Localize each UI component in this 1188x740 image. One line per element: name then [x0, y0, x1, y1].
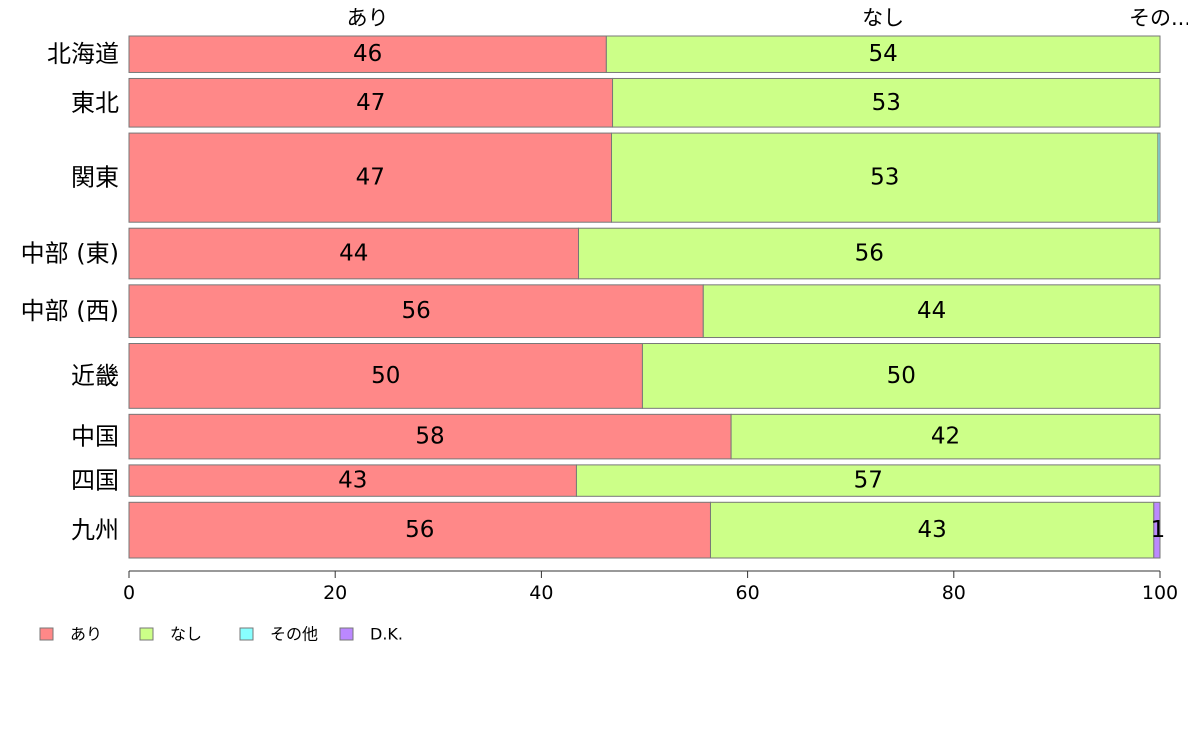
legend-label: あり	[70, 625, 102, 644]
data-label: 43	[918, 517, 947, 543]
bar-segment	[578, 227, 1161, 280]
bar-segment	[128, 35, 607, 73]
category-label: 近畿	[71, 362, 119, 390]
data-label: 47	[356, 165, 385, 191]
legend-swatch	[139, 627, 154, 641]
data-label: 43	[338, 468, 367, 494]
category-label: 中部 (東)	[21, 240, 119, 268]
x-tick-label: 40	[529, 582, 553, 604]
legend-label: D.K.	[370, 625, 403, 644]
data-label: 50	[887, 363, 916, 389]
data-label: 54	[869, 41, 898, 67]
legend-swatch	[239, 627, 254, 641]
data-label: 42	[931, 424, 960, 450]
category-label: 中部 (西)	[21, 297, 119, 325]
data-label: 44	[339, 241, 368, 267]
data-label: 50	[371, 363, 400, 389]
category-label: 東北	[71, 89, 119, 117]
category-label: 中国	[71, 423, 119, 451]
data-label: 56	[401, 298, 430, 324]
category-label: 関東	[71, 164, 119, 192]
data-label: 47	[356, 90, 385, 116]
bar-segment	[1157, 132, 1161, 223]
x-tick-label: 60	[736, 582, 760, 604]
data-label: 53	[870, 165, 899, 191]
top-category-label: その...	[1129, 6, 1188, 30]
bar-segment	[611, 132, 1159, 223]
data-label: 58	[415, 424, 444, 450]
data-label: 57	[854, 468, 883, 494]
bar-segment	[128, 501, 711, 559]
x-tick-label: 0	[123, 582, 135, 604]
legend-label: なし	[170, 625, 202, 644]
bar-segment	[575, 464, 1161, 497]
bar-segment	[702, 284, 1161, 339]
bar-segment	[641, 343, 1161, 409]
data-label: 46	[353, 41, 382, 67]
bar-segment	[1153, 501, 1161, 559]
top-category-label: あり	[347, 6, 389, 30]
category-label: 九州	[71, 516, 119, 544]
top-category-label: なし	[862, 6, 904, 30]
bar-segment	[605, 35, 1161, 73]
bar-segment	[128, 77, 614, 128]
bar-segment	[128, 132, 613, 223]
legend-swatch	[339, 627, 354, 641]
x-tick-label: 20	[323, 582, 347, 604]
data-label: 44	[917, 298, 946, 324]
bar-segment	[128, 284, 704, 339]
bar-segment	[128, 413, 732, 460]
bar-segment	[128, 227, 580, 280]
data-label: 56	[855, 241, 884, 267]
legend-swatch	[39, 627, 54, 641]
data-label: 53	[872, 90, 901, 116]
bar-segment	[709, 501, 1155, 559]
legend-label: その他	[270, 625, 318, 644]
data-label: 1	[1151, 517, 1166, 543]
category-label: 四国	[71, 467, 119, 495]
category-label: 北海道	[47, 40, 119, 68]
bar-segment	[612, 77, 1161, 128]
data-label: 56	[405, 517, 434, 543]
bar-segment	[730, 413, 1161, 460]
x-tick-label: 80	[942, 582, 966, 604]
x-tick-label: 100	[1142, 582, 1178, 604]
